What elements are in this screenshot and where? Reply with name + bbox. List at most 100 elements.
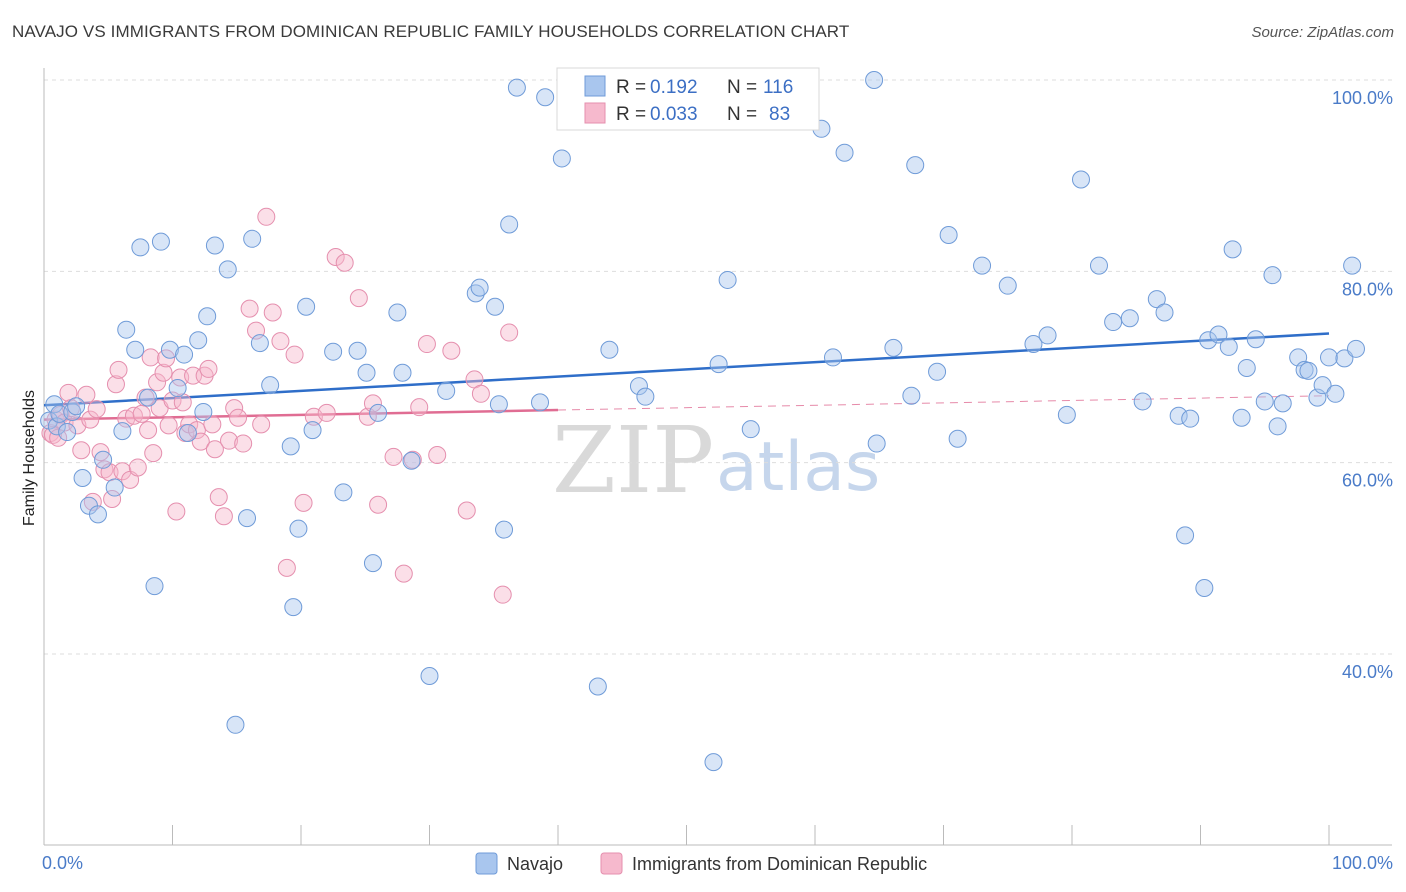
point-navajo-74: [906, 156, 925, 175]
point-navajo-65: [709, 355, 728, 374]
x-tick-label-max: 100.0%: [1332, 853, 1393, 873]
point-navajo-13: [117, 320, 136, 339]
point-dominican-56: [263, 303, 282, 322]
point-dominican-28: [148, 373, 167, 392]
point-navajo-72: [884, 338, 903, 357]
point-navajo-6: [67, 397, 86, 416]
point-navajo-40: [348, 341, 367, 360]
point-dominican-51: [234, 434, 253, 453]
point-navajo-103: [1268, 417, 1287, 436]
point-navajo-75: [928, 362, 947, 381]
point-navajo-76: [939, 225, 958, 244]
point-dominican-63: [326, 247, 345, 266]
point-navajo-37: [303, 421, 322, 440]
point-navajo-55: [531, 393, 550, 412]
point-navajo-11: [105, 478, 124, 497]
point-navajo-7: [73, 468, 92, 487]
point-navajo-33: [281, 437, 300, 456]
point-navajo-96: [1219, 337, 1238, 356]
point-dominican-78: [471, 384, 490, 403]
point-navajo-41: [357, 363, 376, 382]
point-dominican-59: [285, 345, 304, 364]
point-dominican-27: [144, 444, 163, 463]
point-navajo-67: [741, 420, 760, 439]
point-navajo-71: [867, 434, 886, 453]
legend-n-value-dominican: 83: [769, 104, 790, 125]
bottom-legend-label-navajo[interactable]: Navajo: [507, 854, 563, 874]
point-navajo-90: [1169, 406, 1188, 425]
point-navajo-1: [45, 395, 64, 414]
point-dominican-7: [72, 441, 91, 460]
watermark-atlas: atlas: [716, 428, 880, 507]
point-dominican-47: [214, 507, 233, 526]
point-navajo-63: [636, 387, 655, 406]
point-dominican-82: [49, 428, 68, 447]
point-navajo-94: [1199, 331, 1218, 350]
point-navajo-66: [718, 270, 737, 289]
point-navajo-45: [393, 363, 412, 382]
point-navajo-28: [226, 715, 245, 734]
point-navajo-84: [1089, 256, 1108, 275]
point-dominican-45: [205, 440, 224, 459]
point-navajo-85: [1104, 313, 1123, 332]
point-navajo-102: [1263, 266, 1282, 285]
point-dominican-76: [457, 501, 476, 520]
point-dominican-80: [500, 323, 519, 342]
point-navajo-99: [1237, 358, 1256, 377]
point-dominican-79: [493, 585, 512, 604]
point-dominican-71: [403, 450, 422, 469]
bottom-legend-label-dominican[interactable]: Immigrants from Dominican Republic: [632, 854, 927, 874]
legend-swatch-navajo: [584, 75, 606, 97]
point-navajo-4: [58, 423, 77, 442]
legend-n-value-navajo: 116: [763, 77, 793, 98]
point-dominican-36: [173, 393, 192, 412]
legend-swatch-dominican: [584, 102, 606, 124]
bottom-legend-swatch-navajo[interactable]: [475, 852, 498, 875]
point-navajo-93: [1195, 578, 1214, 597]
y-tick-label-80: 80.0%: [1342, 279, 1393, 299]
point-navajo-50: [470, 278, 489, 297]
point-navajo-107: [1299, 361, 1318, 380]
correlation-legend: R = 0.192 N = 116 R = 0.033 N = 83: [556, 67, 820, 131]
point-navajo-78: [973, 256, 992, 275]
point-navajo-19: [160, 340, 179, 359]
point-navajo-51: [486, 297, 505, 316]
legend-n-label-navajo: N =: [727, 77, 757, 98]
point-navajo-70: [835, 143, 854, 162]
point-navajo-12: [113, 422, 132, 441]
point-navajo-42: [363, 554, 382, 573]
point-navajo-110: [1320, 348, 1338, 367]
y-tick-label-40: 40.0%: [1342, 662, 1393, 682]
point-navajo-82: [1057, 405, 1076, 424]
point-navajo-10: [94, 450, 113, 469]
point-navajo-77: [948, 429, 967, 448]
point-navajo-83: [1071, 170, 1090, 189]
point-navajo-79: [998, 276, 1017, 295]
point-navajo-73: [902, 386, 921, 405]
point-dominican-69: [384, 447, 403, 466]
point-navajo-25: [198, 307, 217, 326]
point-navajo-48: [437, 381, 456, 400]
point-dominican-75: [442, 341, 461, 360]
point-navajo-52: [489, 395, 508, 414]
point-navajo-100: [1246, 330, 1265, 349]
point-dominican-57: [271, 332, 290, 351]
trendline-navajo: [43, 332, 1330, 407]
point-dominican-26: [141, 348, 160, 367]
watermark-zip: ZIP: [552, 407, 714, 514]
point-navajo-44: [388, 303, 407, 322]
legend-r-value-dominican: 0.033: [650, 104, 698, 125]
point-navajo-114: [1346, 339, 1365, 358]
axes: [43, 68, 1392, 846]
point-dominican-52: [240, 299, 259, 318]
point-navajo-92: [1181, 409, 1200, 428]
point-navajo-18: [151, 232, 170, 251]
point-dominican-11: [87, 400, 106, 419]
point-dominican-62: [317, 403, 336, 422]
point-navajo-46: [402, 451, 421, 470]
bottom-legend-swatch-dominican[interactable]: [600, 852, 623, 875]
point-dominican-70: [394, 564, 413, 583]
point-navajo-112: [1335, 349, 1354, 368]
point-dominican-25: [139, 421, 158, 440]
